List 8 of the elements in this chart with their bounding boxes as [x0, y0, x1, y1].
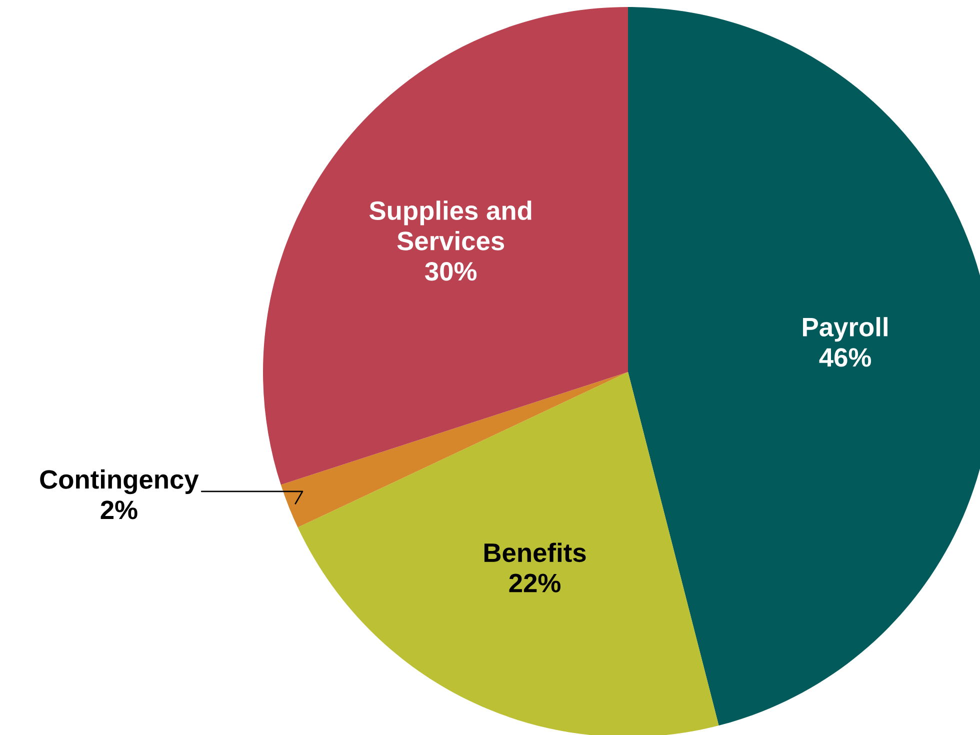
data-label: 22%: [509, 574, 560, 592]
data-label: 30%: [425, 262, 477, 281]
data-label: 46%: [819, 348, 871, 367]
slice-label: Supplies and Services: [369, 200, 532, 250]
data-label: 2%: [100, 500, 138, 520]
slice-label: Payroll: [803, 317, 888, 342]
slice-label: Contingency: [40, 469, 199, 494]
slice-label: Benefits: [484, 542, 586, 562]
